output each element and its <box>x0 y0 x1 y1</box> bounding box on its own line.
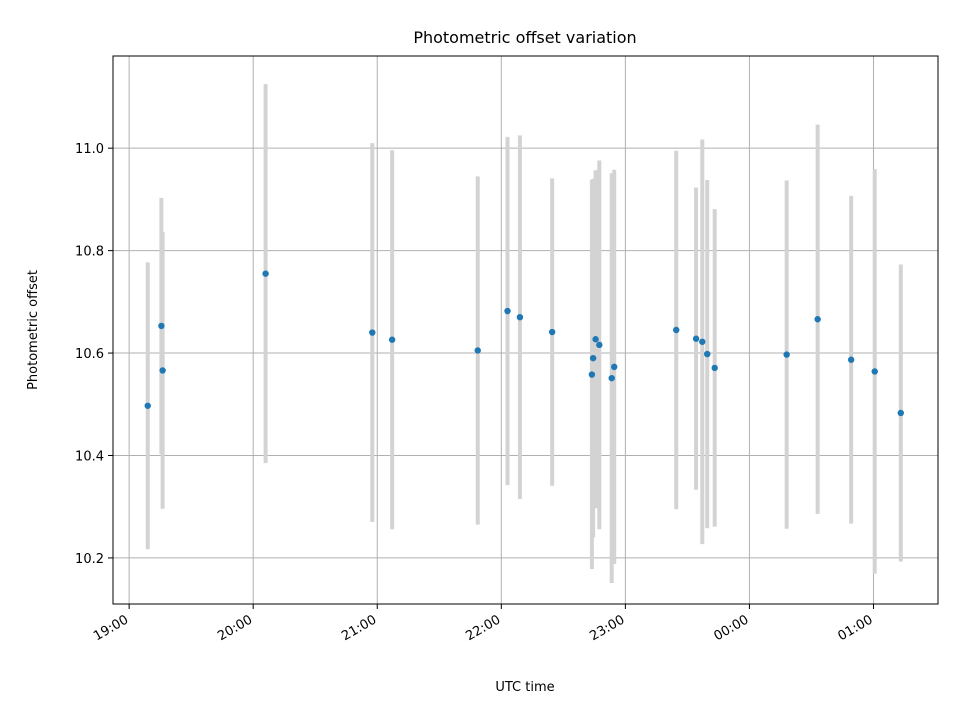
data-point <box>704 350 711 358</box>
data-point <box>814 316 821 323</box>
y-tick-label: 11.0 <box>75 142 104 157</box>
data-point <box>504 307 511 315</box>
data-point <box>516 313 524 321</box>
data-point <box>474 347 481 354</box>
y-tick-label: 10.2 <box>75 552 104 567</box>
data-point <box>159 367 166 374</box>
data-point <box>262 270 269 277</box>
data-point <box>673 326 680 334</box>
y-tick-label: 10.6 <box>75 347 104 362</box>
data-point <box>592 336 599 343</box>
y-axis-label: Photometric offset <box>26 270 41 390</box>
plot-frame <box>112 55 939 605</box>
data-point <box>369 329 376 336</box>
y-tick-label: 10.8 <box>75 245 104 260</box>
data-point <box>608 374 615 382</box>
data-point <box>588 371 596 378</box>
data-point <box>611 363 618 371</box>
data-point <box>711 364 718 372</box>
data-point <box>897 409 904 417</box>
x-axis-label: UTC time <box>495 680 554 695</box>
data-point <box>783 351 790 358</box>
data-point <box>388 336 396 343</box>
data-points <box>144 270 904 417</box>
data-point <box>596 341 603 349</box>
data-point <box>144 402 151 409</box>
y-tick-label: 10.4 <box>75 449 104 464</box>
data-point <box>158 322 165 330</box>
data-point <box>871 368 878 375</box>
data-point <box>699 338 706 345</box>
data-point <box>847 356 855 363</box>
grid <box>113 56 938 604</box>
data-point <box>692 335 700 342</box>
chart-title: Photometric offset variation <box>413 28 636 47</box>
y-axis-ticks: 10.2 10.4 10.6 10.8 11.0 <box>75 142 113 567</box>
data-point <box>589 354 597 362</box>
data-point <box>548 328 556 336</box>
